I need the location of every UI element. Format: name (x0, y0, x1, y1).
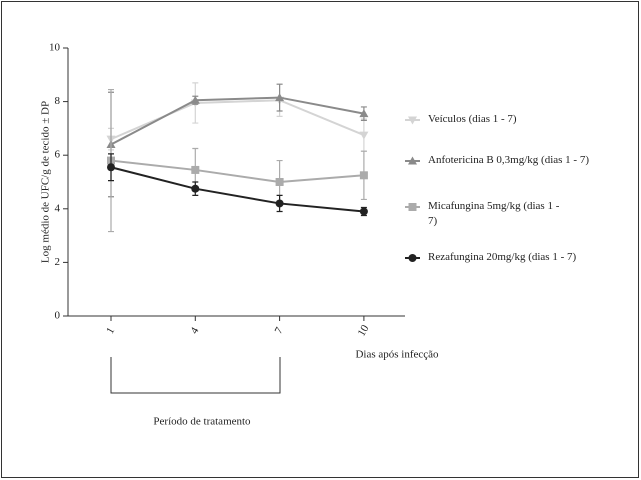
y-axis-label: Log médio de UFC/g de tecido ± DP (40, 101, 52, 263)
marker (275, 93, 285, 102)
marker (275, 199, 284, 208)
x-tick-label: 4 (188, 325, 201, 336)
legend-marker (408, 116, 417, 125)
marker (191, 184, 200, 193)
y-tick-label: 4 (55, 202, 61, 214)
series (107, 88, 368, 233)
legend-label: Anfotericina B 0,3mg/kg (dias 1 - 7) (428, 154, 589, 166)
treatment-bracket (110, 357, 281, 394)
y-tick-label: 0 (55, 310, 61, 322)
y-tick-label: 10 (49, 42, 61, 54)
x-axis-label: Dias após infecção (355, 349, 439, 361)
x-tick-label: 10 (356, 323, 372, 339)
marker (359, 207, 368, 216)
series (107, 153, 368, 217)
legend-marker (408, 254, 417, 262)
marker (359, 131, 369, 140)
series-line (110, 159, 364, 184)
annotation: Período de tratamento (153, 416, 251, 428)
marker (190, 95, 200, 104)
legend-marker (408, 203, 417, 211)
y-tick-label: 8 (55, 95, 61, 107)
series-line (110, 96, 365, 146)
legend-label: Micafungina 5mg/kg (dias 1 - 7) (428, 200, 560, 227)
marker (359, 109, 369, 118)
marker (359, 171, 368, 180)
legend-label: Veículos (dias 1 - 7) (428, 113, 517, 125)
x-tick-label: 7 (273, 325, 286, 336)
marker (275, 178, 284, 186)
y-tick-label: 2 (55, 256, 61, 268)
y-tick-label: 6 (55, 149, 61, 161)
legend-label: Rezafungina 20mg/kg (dias 1 - 7) (428, 251, 577, 263)
marker (191, 165, 200, 174)
series-line (110, 99, 365, 141)
series-line (110, 166, 364, 213)
legend-marker (408, 156, 417, 165)
marker (107, 163, 115, 172)
series (106, 82, 369, 152)
x-tick-label: 1 (104, 325, 117, 336)
